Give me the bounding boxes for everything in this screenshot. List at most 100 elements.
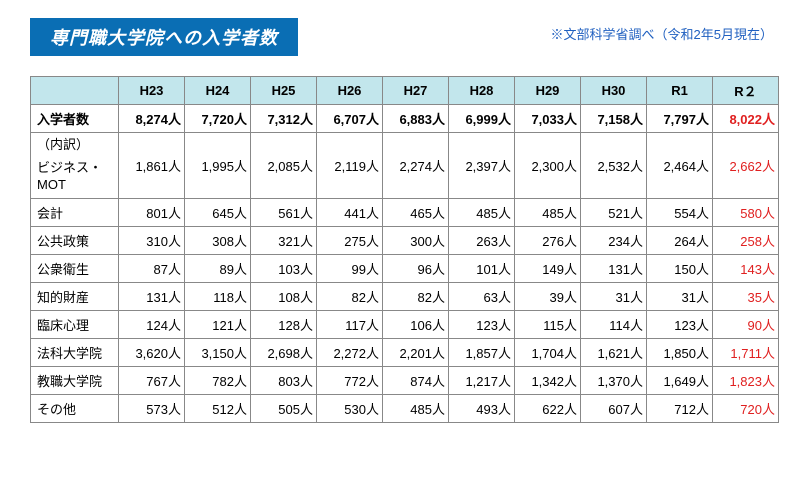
- cell-value: 103人: [251, 254, 317, 282]
- cell-value: 782人: [185, 366, 251, 394]
- cell-value: 143人: [713, 254, 779, 282]
- cell-value: 2,532人: [581, 133, 647, 199]
- cell-value: 234人: [581, 226, 647, 254]
- cell-value: 521人: [581, 198, 647, 226]
- cell-value: 2,274人: [383, 133, 449, 199]
- cell-value: 114人: [581, 310, 647, 338]
- row-label: 臨床心理: [31, 310, 119, 338]
- cell-value: 124人: [119, 310, 185, 338]
- cell-value: 1,861人: [119, 133, 185, 199]
- cell-value: 149人: [515, 254, 581, 282]
- cell-value: 1,857人: [449, 338, 515, 366]
- cell-value: 2,201人: [383, 338, 449, 366]
- cell-value: 8,274人: [119, 105, 185, 133]
- table-row: 教職大学院767人782人803人772人874人1,217人1,342人1,3…: [31, 366, 779, 394]
- cell-value: 131人: [581, 254, 647, 282]
- cell-value: 580人: [713, 198, 779, 226]
- cell-value: 7,158人: [581, 105, 647, 133]
- cell-value: 7,033人: [515, 105, 581, 133]
- cell-value: 82人: [383, 282, 449, 310]
- cell-value: 2,464人: [647, 133, 713, 199]
- cell-value: 7,720人: [185, 105, 251, 133]
- enrollment-table: H23 H24 H25 H26 H27 H28 H29 H30 R1 R２ 入学…: [30, 76, 779, 423]
- cell-value: 2,085人: [251, 133, 317, 199]
- col-header: H23: [119, 77, 185, 105]
- cell-value: 803人: [251, 366, 317, 394]
- cell-value: 493人: [449, 394, 515, 422]
- cell-value: 6,999人: [449, 105, 515, 133]
- cell-value: 115人: [515, 310, 581, 338]
- table-row: 法科大学院3,620人3,150人2,698人2,272人2,201人1,857…: [31, 338, 779, 366]
- cell-value: 117人: [317, 310, 383, 338]
- cell-value: 530人: [317, 394, 383, 422]
- cell-value: 720人: [713, 394, 779, 422]
- cell-value: 31人: [581, 282, 647, 310]
- cell-value: 275人: [317, 226, 383, 254]
- row-label: 公共政策: [31, 226, 119, 254]
- cell-value: 7,312人: [251, 105, 317, 133]
- table-row: （内訳）ビジネス・MOT1,861人1,995人2,085人2,119人2,27…: [31, 133, 779, 199]
- cell-value: 263人: [449, 226, 515, 254]
- row-label: 入学者数: [31, 105, 119, 133]
- col-header: H26: [317, 77, 383, 105]
- table-row: 会計801人645人561人441人465人485人485人521人554人58…: [31, 198, 779, 226]
- table-row: その他573人512人505人530人485人493人622人607人712人7…: [31, 394, 779, 422]
- col-header: H29: [515, 77, 581, 105]
- cell-value: 101人: [449, 254, 515, 282]
- cell-value: 441人: [317, 198, 383, 226]
- cell-value: 8,022人: [713, 105, 779, 133]
- cell-value: 3,150人: [185, 338, 251, 366]
- cell-value: 89人: [185, 254, 251, 282]
- col-header: R２: [713, 77, 779, 105]
- cell-value: 63人: [449, 282, 515, 310]
- cell-value: 6,707人: [317, 105, 383, 133]
- cell-value: 1,370人: [581, 366, 647, 394]
- cell-value: 622人: [515, 394, 581, 422]
- cell-value: 39人: [515, 282, 581, 310]
- cell-value: 505人: [251, 394, 317, 422]
- row-label: その他: [31, 394, 119, 422]
- cell-value: 1,711人: [713, 338, 779, 366]
- col-header: H25: [251, 77, 317, 105]
- cell-value: 121人: [185, 310, 251, 338]
- cell-value: 276人: [515, 226, 581, 254]
- cell-value: 82人: [317, 282, 383, 310]
- cell-value: 1,217人: [449, 366, 515, 394]
- cell-value: 123人: [647, 310, 713, 338]
- cell-value: 485人: [515, 198, 581, 226]
- row-label: 公衆衛生: [31, 254, 119, 282]
- cell-value: 485人: [383, 394, 449, 422]
- cell-value: 767人: [119, 366, 185, 394]
- cell-value: 2,300人: [515, 133, 581, 199]
- cell-value: 123人: [449, 310, 515, 338]
- cell-value: 1,649人: [647, 366, 713, 394]
- cell-value: 1,704人: [515, 338, 581, 366]
- cell-value: 308人: [185, 226, 251, 254]
- cell-value: 485人: [449, 198, 515, 226]
- cell-value: 131人: [119, 282, 185, 310]
- cell-value: 607人: [581, 394, 647, 422]
- cell-value: 512人: [185, 394, 251, 422]
- cell-value: 573人: [119, 394, 185, 422]
- cell-value: 874人: [383, 366, 449, 394]
- cell-value: 99人: [317, 254, 383, 282]
- cell-value: 118人: [185, 282, 251, 310]
- cell-value: 3,620人: [119, 338, 185, 366]
- col-header: H30: [581, 77, 647, 105]
- cell-value: 310人: [119, 226, 185, 254]
- cell-value: 150人: [647, 254, 713, 282]
- table-row: 臨床心理124人121人128人117人106人123人115人114人123人…: [31, 310, 779, 338]
- total-row: 入学者数8,274人7,720人7,312人6,707人6,883人6,999人…: [31, 105, 779, 133]
- cell-value: 1,850人: [647, 338, 713, 366]
- cell-value: 2,272人: [317, 338, 383, 366]
- cell-value: 87人: [119, 254, 185, 282]
- table-row: 公衆衛生87人89人103人99人96人101人149人131人150人143人: [31, 254, 779, 282]
- cell-value: 90人: [713, 310, 779, 338]
- cell-value: 2,397人: [449, 133, 515, 199]
- cell-value: 2,662人: [713, 133, 779, 199]
- header-blank: [31, 77, 119, 105]
- cell-value: 300人: [383, 226, 449, 254]
- cell-value: 561人: [251, 198, 317, 226]
- cell-value: 258人: [713, 226, 779, 254]
- cell-value: 264人: [647, 226, 713, 254]
